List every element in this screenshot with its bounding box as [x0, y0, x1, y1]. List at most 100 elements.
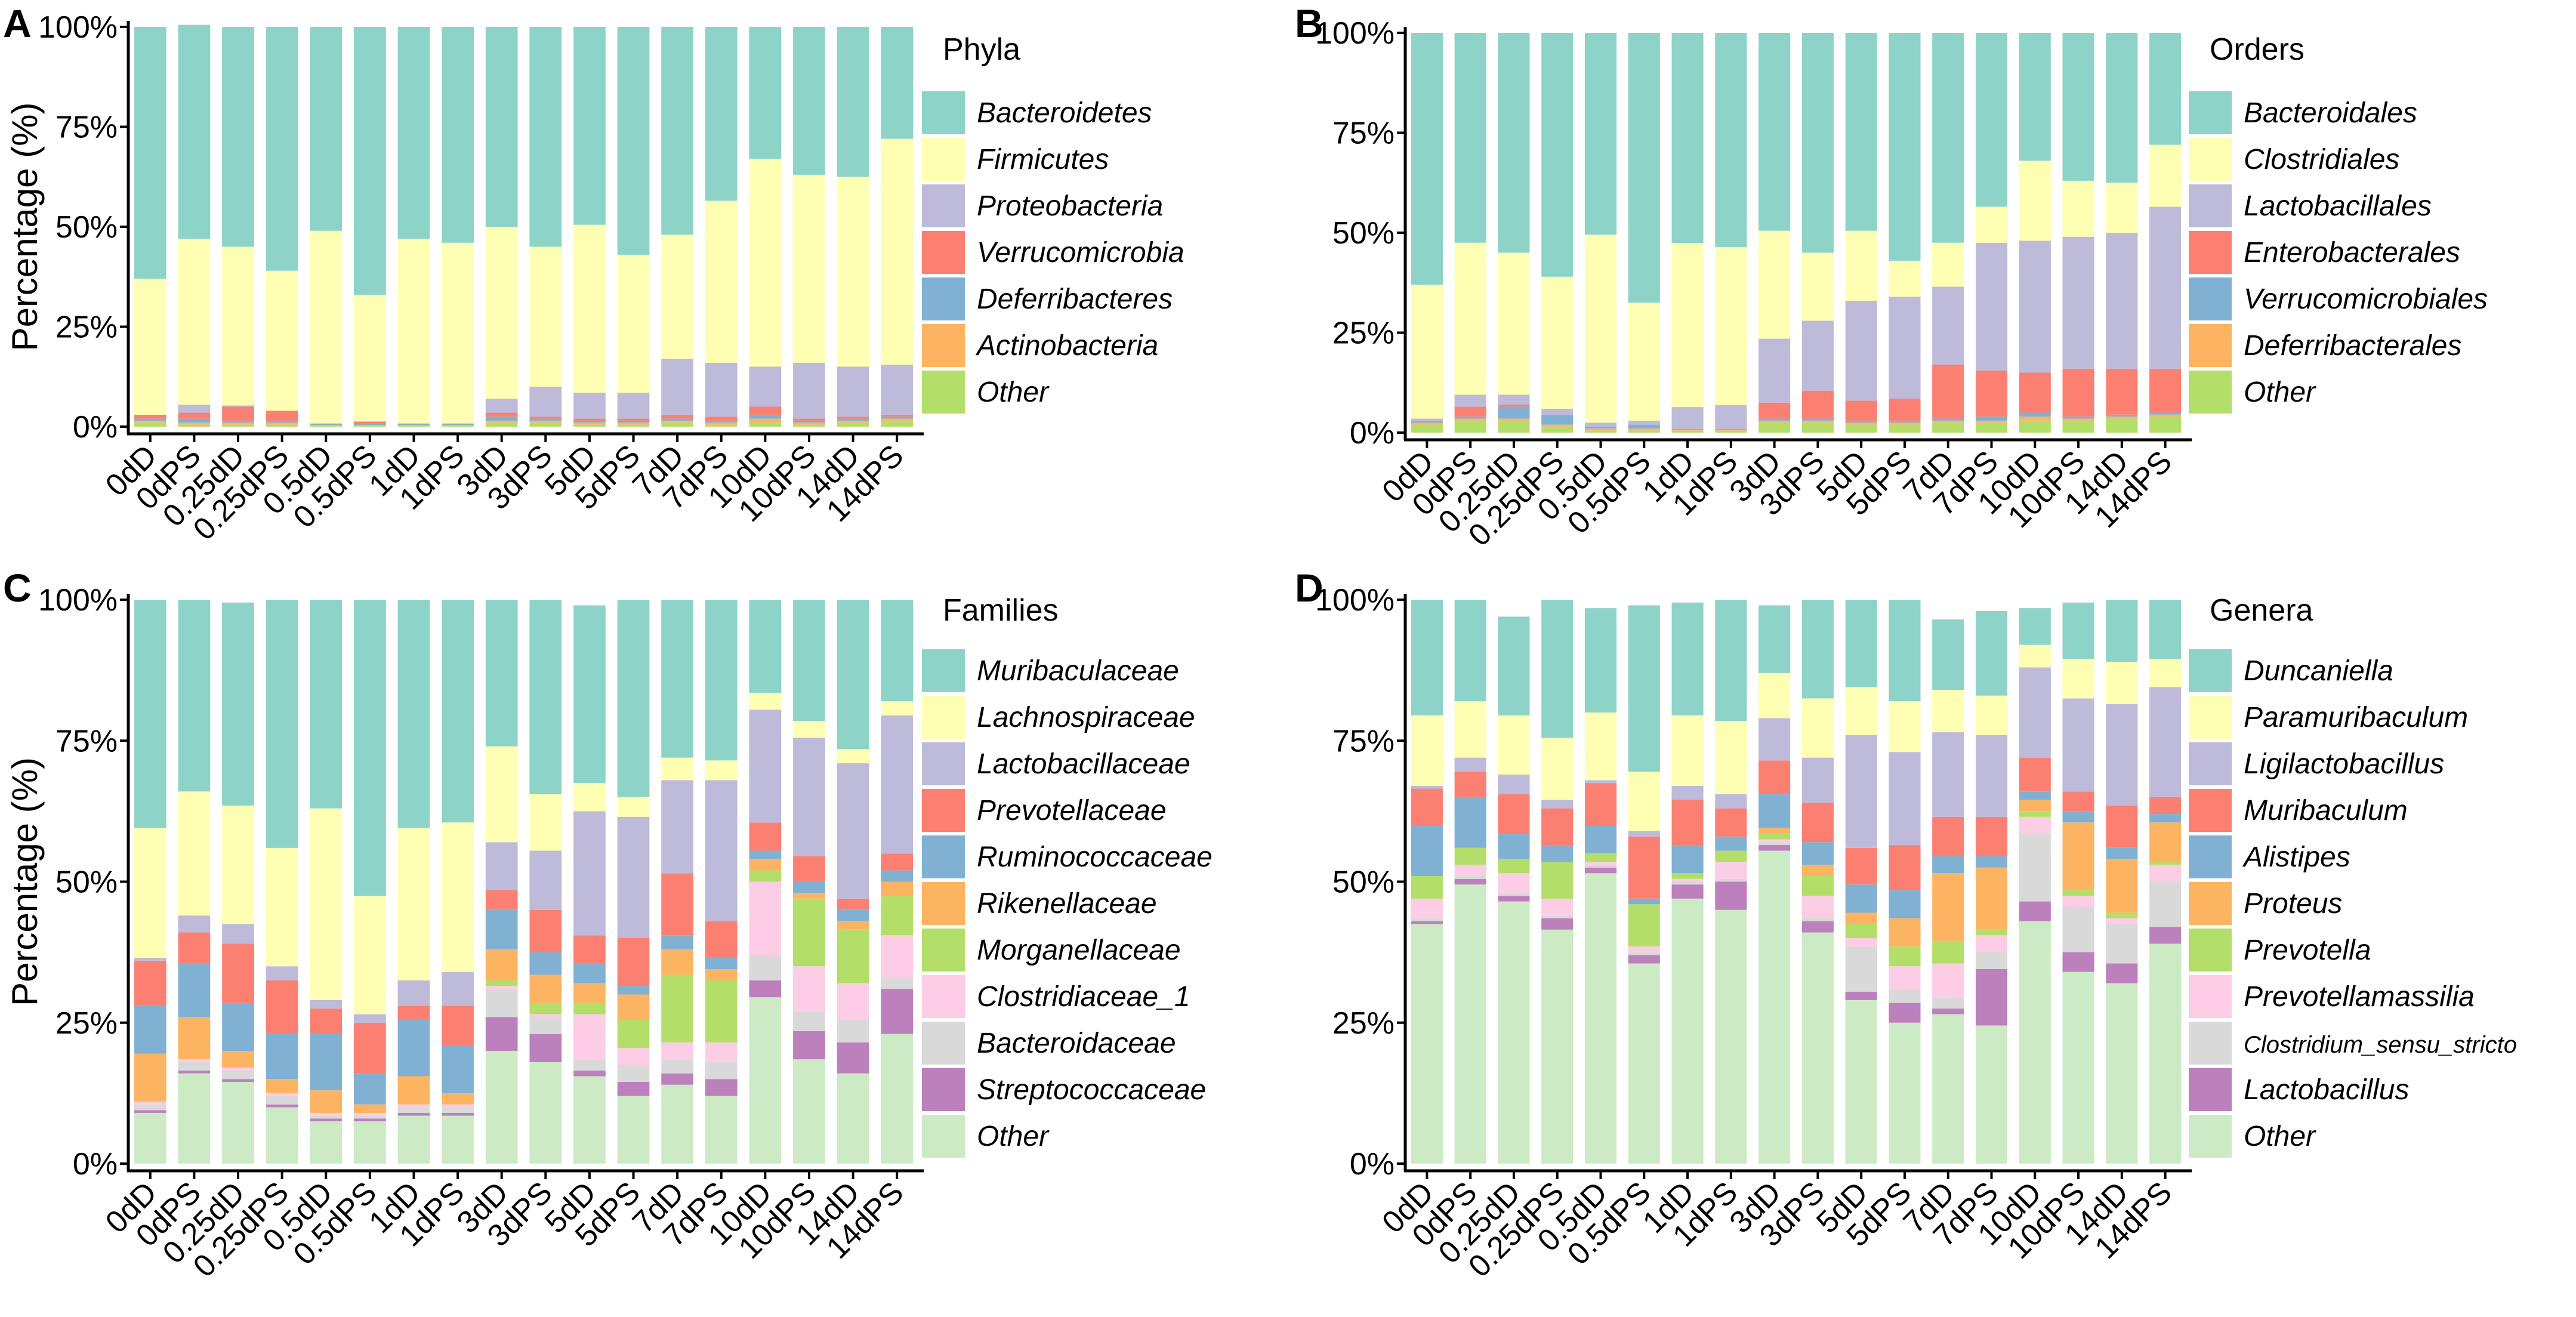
bar-segment	[1628, 946, 1660, 952]
bar-segment	[749, 980, 782, 998]
bar-segment	[661, 422, 694, 427]
bar-segment	[617, 1020, 650, 1048]
bar-segment	[1541, 424, 1574, 427]
bar-segment	[1411, 785, 1443, 789]
bar-segment	[1845, 924, 1877, 939]
bar-segment	[266, 270, 298, 411]
bar-segment	[1584, 853, 1617, 862]
bar-segment	[1541, 738, 1574, 800]
bar-segment	[2019, 811, 2051, 817]
bar-segment	[1889, 399, 1921, 421]
bar-segment	[1801, 600, 1834, 699]
legend-swatch	[2189, 929, 2232, 971]
legend-label: Lactobacillaceae	[977, 748, 1190, 780]
bar-segment	[837, 898, 869, 910]
legend-title: Phyla	[943, 32, 1020, 67]
bar-segment	[1975, 422, 2008, 433]
bar-segment	[617, 986, 650, 995]
bar-segment	[2149, 822, 2182, 862]
y-tick-label: 0%	[73, 410, 118, 445]
bar-segment	[1671, 898, 1704, 1164]
bar-segment	[1541, 929, 1574, 1164]
bar-segment	[1801, 921, 1834, 933]
bar-segment	[134, 418, 166, 421]
bar-segment	[2149, 862, 2182, 865]
bar-segment	[178, 1059, 211, 1062]
bar-segment	[749, 710, 782, 823]
bar-segment	[617, 420, 650, 423]
bar-segment	[1759, 402, 1791, 419]
bar-segment	[1845, 884, 1877, 913]
legend-swatch	[922, 975, 965, 1018]
bar-segment	[617, 1048, 650, 1065]
bar-segment	[881, 853, 914, 871]
bar-segment	[2019, 921, 2051, 1164]
legend-swatch	[922, 882, 965, 925]
bar-segment	[1715, 33, 1747, 248]
legend-swatch	[2189, 1022, 2232, 1065]
bar-segment	[134, 414, 166, 419]
bar-segment	[1411, 898, 1443, 918]
bar-segment	[1584, 426, 1617, 429]
bar-segment	[1889, 701, 1921, 752]
legend-label: Lactobacillus	[2244, 1074, 2410, 1106]
bar-segment	[1975, 206, 2008, 243]
legend-swatch	[2189, 324, 2232, 367]
bar-segment	[573, 811, 606, 936]
bar-segment	[2019, 644, 2051, 668]
bar-segment	[222, 1081, 254, 1164]
bar-segment	[1759, 828, 1791, 834]
bar-segment	[1454, 417, 1486, 419]
bar-segment	[266, 1079, 298, 1093]
bar-segment	[178, 1017, 211, 1060]
legend-label: Deferribacteres	[977, 283, 1173, 315]
bar-segment	[1975, 420, 2008, 423]
bar-segment	[222, 27, 254, 247]
legend-swatch	[922, 1115, 965, 1158]
bar-segment	[310, 808, 343, 1000]
bar-segment	[1584, 235, 1617, 423]
bar-segment	[1932, 242, 1964, 287]
bar-segment	[573, 1071, 606, 1077]
bar-segment	[222, 1079, 254, 1082]
bar-segment	[529, 418, 562, 421]
bar-segment	[1541, 915, 1574, 918]
bar-segment	[178, 412, 211, 419]
legend-swatch	[922, 789, 965, 832]
bar-segment	[881, 935, 914, 978]
bar-segment	[1845, 33, 1877, 231]
bar-segment	[837, 417, 869, 419]
bar-segment	[266, 847, 298, 967]
bar-segment	[1889, 422, 1921, 425]
bar-segment	[1411, 788, 1443, 825]
bar-segment	[1454, 865, 1486, 877]
bar-segment	[881, 896, 914, 936]
bar-segment	[442, 1112, 474, 1116]
bar-segment	[837, 366, 869, 417]
bar-segment	[1759, 850, 1791, 1164]
bar-segment	[2149, 33, 2182, 145]
bar-segment	[2019, 800, 2051, 812]
bar-segment	[2062, 417, 2094, 419]
bar-segment	[1801, 420, 1834, 423]
bar-segment	[353, 600, 386, 896]
bar-segment	[485, 980, 518, 986]
legend-label: Proteobacteria	[977, 190, 1163, 222]
legend-label: Clostridiales	[2244, 144, 2399, 175]
bar-segment	[1801, 757, 1834, 803]
bar-segment	[1671, 845, 1704, 874]
bar-segment	[222, 1068, 254, 1071]
legend-label: Bacteroidetes	[977, 97, 1152, 129]
bar-segment	[1845, 1000, 1877, 1164]
bar-segment	[529, 952, 562, 975]
bar-segment	[1671, 430, 1704, 433]
bar-segment	[2106, 918, 2138, 924]
bar-segment	[442, 1115, 474, 1164]
bar-segment	[1454, 797, 1486, 848]
bar-segment	[793, 174, 825, 363]
bar-segment	[310, 27, 343, 231]
bar-segment	[661, 949, 694, 975]
bar-segment	[310, 425, 343, 427]
bar-segment	[1889, 966, 1921, 989]
bar-segment	[705, 958, 738, 969]
